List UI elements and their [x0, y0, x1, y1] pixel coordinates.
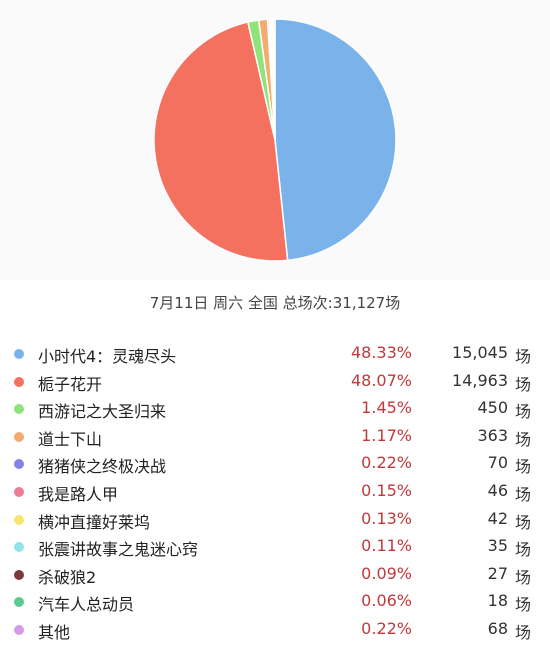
legend-row: 西游记之大圣归来 1.45% 450 场 — [0, 395, 550, 423]
legend-percent: 1.17% — [361, 425, 412, 445]
legend-swatch — [14, 431, 24, 442]
legend-swatch — [14, 349, 24, 359]
chart-area — [0, 0, 550, 280]
legend-row: 小时代4：灵魂尽头 48.33% 15,045 场 — [0, 340, 550, 368]
legend-count: 68 — [487, 618, 508, 638]
legend-count: 27 — [487, 563, 508, 583]
legend-swatch — [14, 514, 24, 525]
legend-unit: 场 — [515, 347, 532, 366]
legend-unit: 场 — [515, 374, 532, 394]
legend-label: 道士下山 — [38, 429, 103, 449]
legend-count: 35 — [487, 536, 508, 556]
legend-row: 我是路人甲 0.15% 46 场 — [0, 478, 550, 506]
legend-row: 其他 0.22% 68 场 — [0, 616, 550, 644]
legend: 小时代4：灵魂尽头 48.33% 15,045 场栀子花开 48.07% 14,963 场西… — [0, 340, 550, 644]
legend-count: 42 — [487, 508, 508, 528]
legend-unit: 场 — [515, 540, 532, 560]
legend-swatch — [14, 624, 24, 635]
legend-unit: 场 — [515, 429, 532, 449]
legend-percent: 0.22% — [361, 618, 412, 638]
legend-label: 汽车人总动员 — [38, 595, 135, 615]
legend-percent: 0.15% — [361, 480, 412, 500]
legend-count: 46 — [487, 480, 508, 500]
legend-percent: 0.22% — [361, 453, 412, 473]
legend-percent: 48.07% — [350, 370, 412, 390]
legend-row: 汽车人总动员 0.06% 18 场 — [0, 588, 550, 616]
legend-row: 张震讲故事之鬼迷心窍 0.11% 35 场 — [0, 533, 550, 561]
pie-slice-1 — [153, 21, 289, 262]
legend-unit: 场 — [515, 567, 532, 587]
legend-unit: 场 — [515, 402, 532, 422]
legend-label: 栀子花开 — [38, 374, 103, 394]
legend-row: 猪猪侠之终极决战 0.22% 70 场 — [0, 450, 550, 478]
legend-count: 15,045 — [452, 343, 508, 362]
pie-slice-10 — [272, 18, 276, 141]
legend-swatch — [14, 542, 24, 553]
legend-count: 450 — [477, 398, 508, 418]
legend-label: 猪猪侠之终极决战 — [38, 457, 167, 477]
legend-unit: 场 — [515, 595, 532, 615]
legend-swatch — [14, 597, 24, 608]
pie-slice-0 — [274, 18, 397, 262]
legend-swatch — [14, 569, 24, 580]
legend-row: 杀破狼2 0.09% 27 场 — [0, 561, 550, 589]
legend-swatch — [14, 459, 24, 470]
legend-swatch — [14, 376, 24, 387]
legend-swatch — [14, 404, 24, 415]
legend-count: 14,963 — [452, 370, 508, 390]
pie-chart — [153, 18, 397, 262]
legend-label: 小时代4：灵魂尽头 — [38, 347, 177, 366]
legend-percent: 0.06% — [361, 591, 412, 611]
legend-count: 70 — [487, 453, 508, 473]
legend-swatch — [14, 486, 24, 497]
legend-percent: 1.45% — [361, 398, 412, 418]
legend-percent: 0.11% — [361, 536, 412, 556]
legend-label: 西游记之大圣归来 — [38, 402, 167, 422]
legend-percent: 48.33% — [350, 343, 412, 362]
legend-label: 横冲直撞好莱坞 — [38, 512, 151, 532]
legend-unit: 场 — [515, 512, 532, 532]
legend-label: 我是路人甲 — [38, 484, 119, 504]
legend-unit: 场 — [515, 484, 532, 504]
legend-percent: 0.13% — [361, 508, 412, 528]
legend-row: 横冲直撞好莱坞 0.13% 42 场 — [0, 506, 550, 534]
legend-label: 张震讲故事之鬼迷心窍 — [38, 540, 199, 560]
chart-subtitle: 7月11日 周六 全国 总场次:31,127场 — [149, 294, 401, 312]
legend-percent: 0.09% — [361, 563, 412, 583]
legend-unit: 场 — [515, 457, 532, 477]
legend-unit: 场 — [515, 622, 532, 642]
legend-row: 道士下山 1.17% 363 场 — [0, 423, 550, 451]
legend-label: 杀破狼2 — [38, 567, 97, 587]
legend-row: 栀子花开 48.07% 14,963 场 — [0, 368, 550, 396]
legend-label: 其他 — [38, 622, 71, 642]
legend-count: 363 — [477, 425, 508, 445]
legend-count: 18 — [487, 591, 508, 611]
